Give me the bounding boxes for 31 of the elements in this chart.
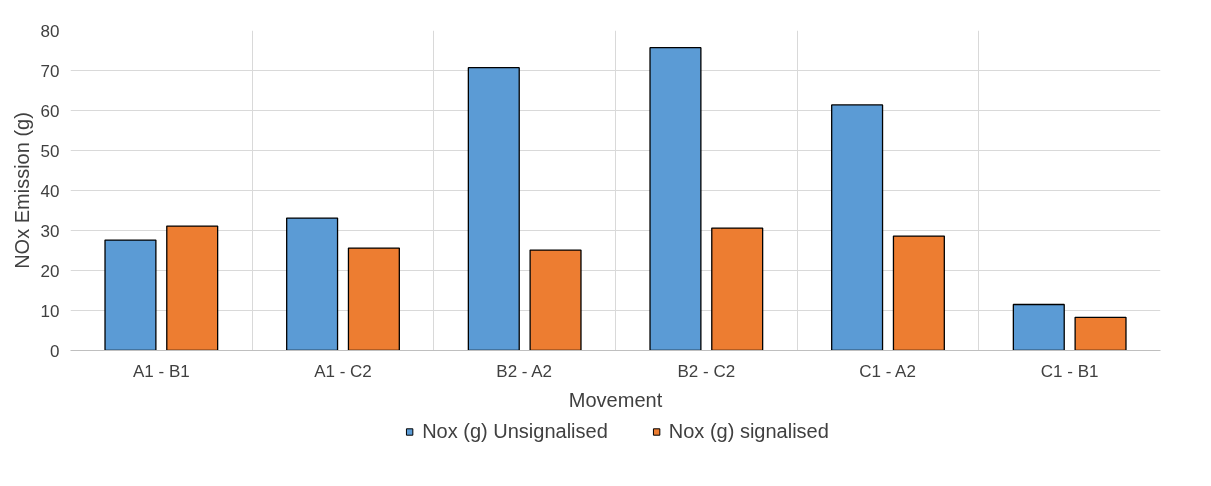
bar — [166, 225, 219, 351]
x-tick-label: A1 - C2 — [314, 361, 372, 381]
y-tick-label: 60 — [40, 101, 60, 121]
x-tick-label: C1 - B1 — [1040, 361, 1099, 381]
y-axis-title: NOx Emission (g) — [10, 112, 33, 269]
bar — [467, 67, 520, 351]
y-tick-label: 10 — [40, 301, 60, 321]
y-tick-label: 30 — [40, 221, 60, 241]
x-tick-label: B2 - A2 — [496, 361, 553, 381]
bar — [711, 227, 764, 351]
x-tick-label: C1 - A2 — [859, 361, 916, 381]
x-tick-label: A1 - B1 — [132, 361, 190, 381]
bar — [649, 47, 702, 351]
legend-label: Nox (g) signalised — [668, 419, 829, 443]
bar — [892, 235, 945, 351]
x-tick-label: B2 - C2 — [677, 361, 736, 381]
bar — [1012, 303, 1065, 351]
bar — [831, 104, 884, 351]
y-tick-label: 80 — [40, 21, 60, 41]
y-tick-label: 50 — [40, 141, 60, 161]
bar — [347, 247, 400, 351]
y-tick-label: 70 — [40, 61, 60, 81]
bar — [104, 239, 157, 351]
bar — [1074, 316, 1127, 351]
y-tick-label: 0 — [50, 341, 60, 361]
y-tick-label: 20 — [40, 261, 60, 281]
legend-label: Nox (g) Unsignalised — [422, 419, 608, 443]
x-axis-title: Movement — [568, 388, 663, 411]
y-tick-label: 40 — [40, 181, 60, 201]
bar — [529, 249, 582, 351]
bar — [286, 217, 339, 351]
